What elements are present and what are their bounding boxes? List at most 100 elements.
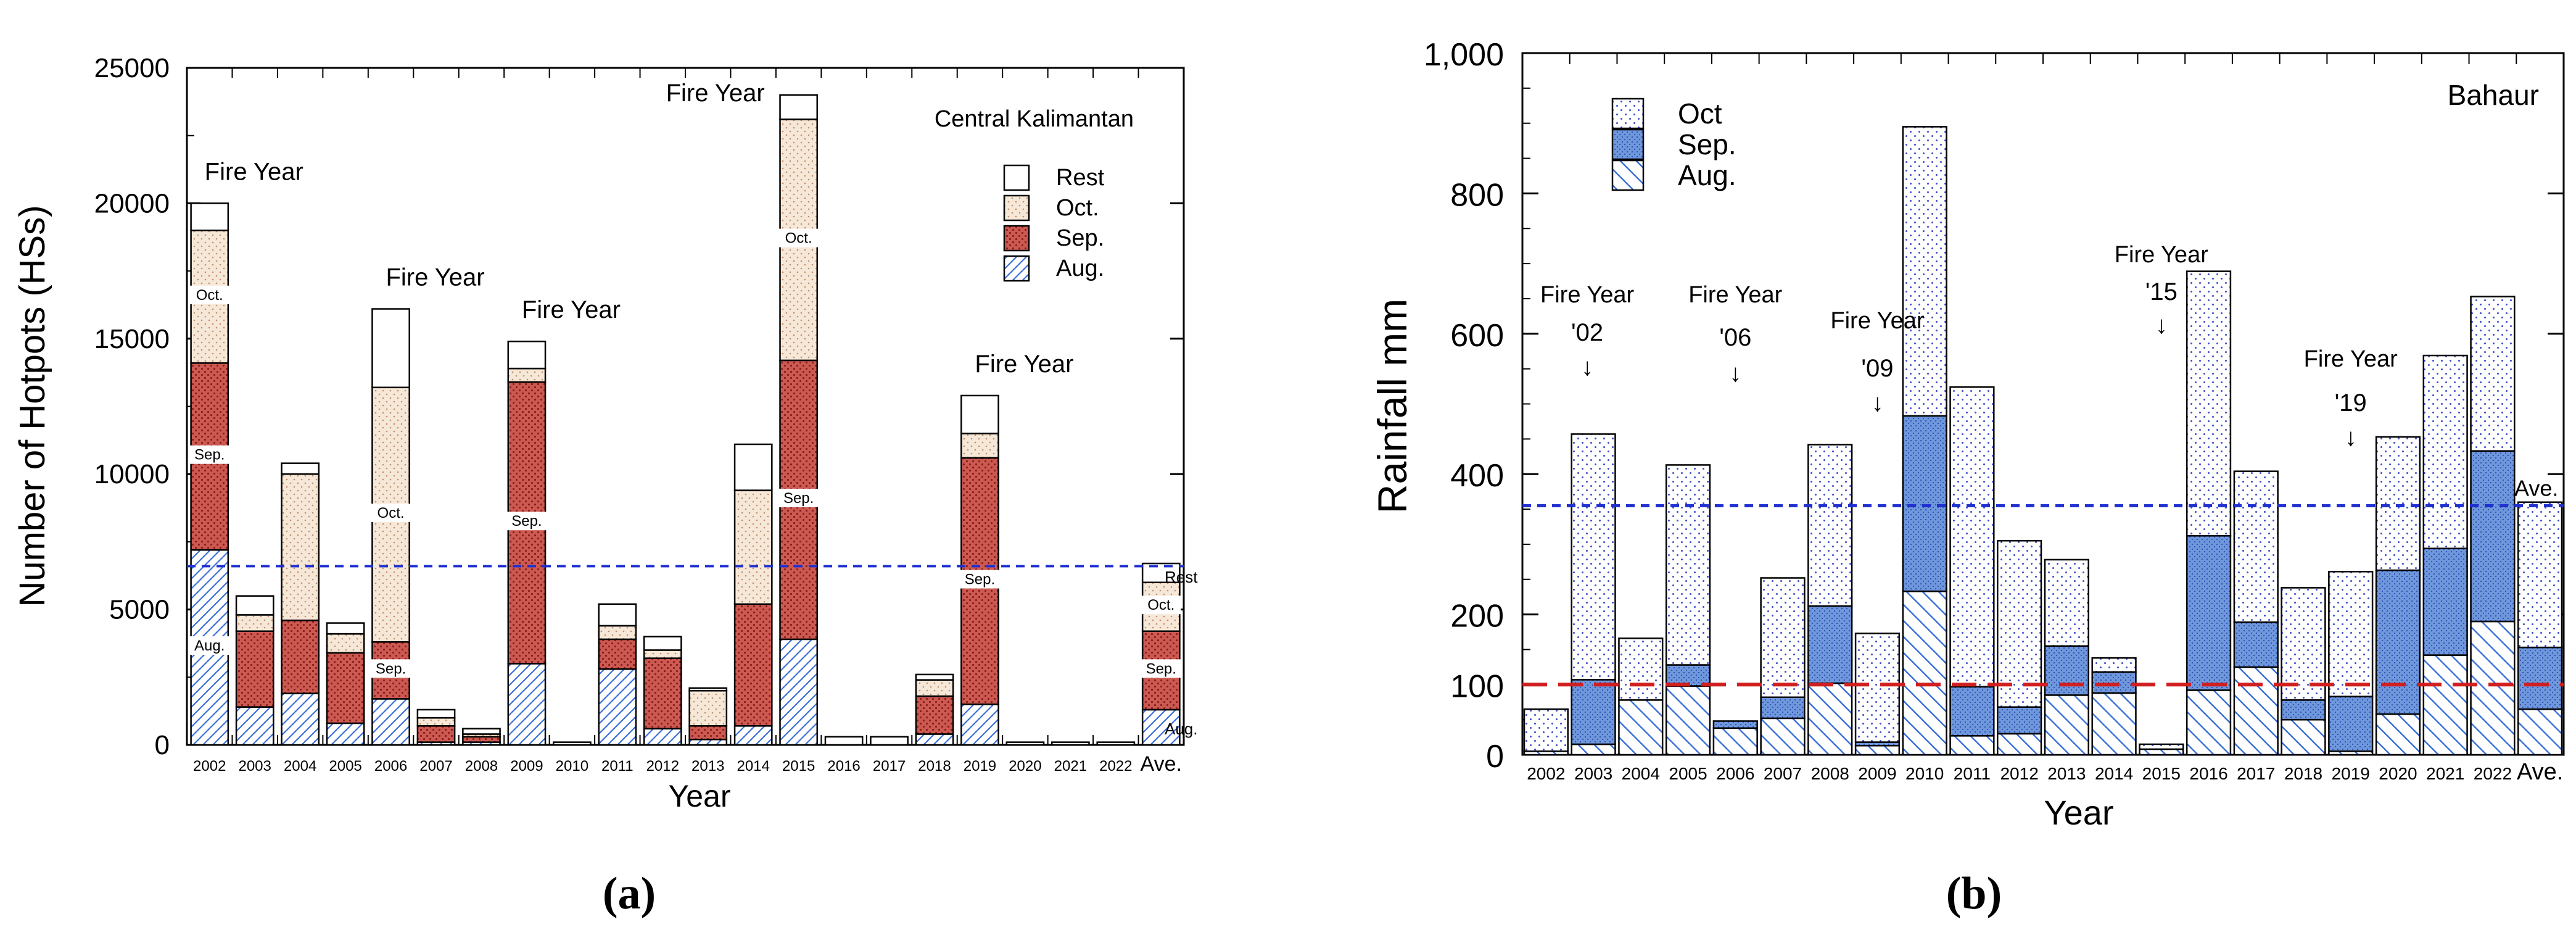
chart-a-x-tick-label: 2013 [691, 758, 724, 775]
chart-b-bar-sep-2020 [2375, 569, 2421, 715]
chart-b-x-tick-label: 2018 [2284, 764, 2322, 783]
chart-a-x-tick-label: 2004 [284, 758, 316, 775]
chart-b-legend-swatch [1611, 128, 1645, 160]
chart-a-x-axis-label: Year [668, 779, 730, 813]
chart-b-x-tick-label: 2010 [1905, 764, 1944, 783]
chart-b-bars [1523, 126, 2563, 756]
chart-a-segment-label-bg [506, 512, 547, 531]
chart-a-segment-label-bg [778, 228, 819, 247]
chart-b-bar-oct-2011 [1949, 386, 1995, 688]
chart-b-bar-oct-2017 [2233, 470, 2279, 623]
chart-a-bar-rest-2008 [462, 728, 501, 735]
chart-b-bar-oct-2005 [1665, 464, 1711, 666]
chart-b-x-tick-label: 2008 [1811, 764, 1849, 783]
chart-a-segment-label-bg [189, 636, 229, 655]
chart-a-x-tick-label: 2020 [1009, 758, 1041, 775]
chart-b-fire-year-label: '15 [2145, 278, 2178, 305]
chart-a-y-tick-label: 10000 [94, 459, 170, 489]
chart-a-bar-aug-2011 [598, 668, 637, 746]
chart-a-legend-label: Oct. [1056, 195, 1099, 221]
chart-b-bar-aug-2022 [2470, 620, 2516, 756]
chart-b-bar-aug-2017 [2233, 666, 2279, 756]
chart-a-bar-rest-2016 [824, 736, 864, 746]
chart-b-bar-oct-ave [2517, 501, 2563, 649]
chart-a-bar-aug-2018 [915, 733, 954, 746]
chart-a-legend-label: Rest [1056, 165, 1105, 191]
chart-a-segment-label: Oct. [785, 230, 812, 247]
chart-b-bar-sep-2003 [1571, 679, 1616, 746]
arrow-down-icon: ↓ [2345, 424, 2357, 451]
chart-b-bar-sep-2018 [2281, 699, 2326, 721]
chart-a-bar-rest-2012 [643, 636, 682, 651]
chart-b-bar-sep-2008 [1807, 605, 1853, 684]
chart-a-bar-sep-2011 [598, 638, 637, 670]
chart-a-bar-oct-2018 [915, 679, 954, 697]
chart-a-bar-rest-2021 [1051, 741, 1090, 746]
chart-a-bar-aug-2005 [326, 722, 365, 746]
chart-b-bar-sep-2022 [2470, 450, 2516, 623]
chart-a-fire-year-annotation: Fire Year [666, 80, 765, 107]
chart-b-y-tick-label: 0 [1486, 739, 1504, 775]
chart-a-bar-rest-2006 [371, 308, 410, 389]
chart-a-legend: Rest Oct. Sep. Aug. [1003, 164, 1105, 282]
chart-a-bar-rest-2020 [1005, 741, 1045, 746]
chart-b-bar-oct-2019 [2328, 570, 2374, 697]
chart-a-bar-rest-2004 [281, 462, 320, 475]
chart-a-panel-label: (a) [603, 868, 656, 919]
chart-b-fire-year-annotation: Fire Year [1830, 308, 1924, 334]
chart-b-bar-oct-2009 [1854, 633, 1901, 743]
chart-b-bar-oct-2016 [2186, 270, 2232, 537]
chart-a-segment-label: Oct. [196, 287, 223, 304]
chart-b-bar-oct-2022 [2470, 296, 2516, 452]
chart-b-x-tick-label: 2019 [2332, 764, 2370, 783]
chart-b-bar-aug-2013 [2044, 694, 2089, 756]
chart-a-bar-aug-2012 [643, 728, 682, 746]
chart-b-rainfall: 0 100 200 400 600 800 1,000 2002 2003 2004 2005 200… [1369, 37, 2565, 919]
chart-b-bar-aug-2020 [2375, 713, 2421, 756]
chart-b-bar-sep-2010 [1902, 415, 1947, 592]
chart-b-legend-label: Aug. [1678, 159, 1736, 191]
chart-b-bar-aug-2010 [1902, 590, 1947, 756]
chart-b-bar-oct-2002 [1523, 708, 1569, 752]
chart-b-x-tick-label: 2004 [1622, 764, 1660, 783]
chart-b-bar-sep-2017 [2233, 621, 2279, 668]
chart-a-bar-sep-2014 [733, 603, 773, 727]
chart-b-x-tick-label: 2003 [1574, 764, 1612, 783]
chart-b-bar-aug-2003 [1571, 743, 1616, 756]
chart-b-fire-year-annotation: Fire Year [1688, 282, 1782, 308]
chart-a-legend-swatch [1003, 164, 1030, 191]
chart-a-bar-aug-2006 [371, 698, 410, 746]
chart-b-bar-sep-2006 [1712, 720, 1758, 729]
chart-b-bar-aug-2011 [1949, 735, 1995, 756]
chart-a-bar-rest-2003 [235, 595, 275, 616]
chart-b-x-tick-label: Ave. [2517, 759, 2563, 785]
chart-a-bar-aug-2014 [733, 725, 773, 746]
chart-a-segment-label-bg [1141, 659, 1181, 678]
chart-a-region-label: Central Kalimantan [935, 106, 1134, 132]
chart-a-bar-oct-2005 [326, 633, 365, 654]
chart-a-x-tick-label: 2015 [782, 758, 815, 775]
chart-b-x-tick-label: 2011 [1954, 764, 1991, 783]
chart-a-bar-sep-2018 [915, 695, 954, 735]
chart-a-segment-label: Sep. [376, 660, 406, 677]
chart-b-x-tick-label: 2009 [1858, 764, 1896, 783]
chart-b-bar-sep-2011 [1949, 686, 1995, 737]
chart-b-bar-sep-2013 [2044, 645, 2089, 696]
chart-b-x-tick-label: 2016 [2189, 764, 2227, 783]
chart-a-bar-aug-2004 [281, 692, 320, 746]
chart-b-x-tick-label: 2022 [2474, 764, 2512, 783]
chart-b-x-tick-label: 2002 [1527, 764, 1565, 783]
chart-a-bar-sep-2004 [281, 619, 320, 694]
chart-b-bar-sep-2014 [2091, 671, 2137, 694]
chart-a-bar-rest-2007 [416, 708, 456, 719]
chart-a-bar-sep-2005 [326, 652, 365, 725]
chart-a-bar-oct-2019 [960, 433, 999, 459]
chart-a-fire-year-annotation: Fire Year [975, 351, 1073, 378]
chart-a-segment-label: Sep. [511, 513, 542, 530]
chart-b-x-tick-label: 2006 [1716, 764, 1754, 783]
chart-a-x-tick-label: 2010 [556, 758, 588, 775]
chart-a-y-tick-label: 25000 [94, 53, 170, 83]
chart-a-segment-labels: Aug. Sep. Oct. Sep. Oct. Sep. Sep. Oct. Sep. Sep.… [189, 228, 1181, 678]
chart-a-bar-oct-2009 [507, 367, 547, 383]
chart-b-bar-oct-2013 [2044, 559, 2089, 647]
